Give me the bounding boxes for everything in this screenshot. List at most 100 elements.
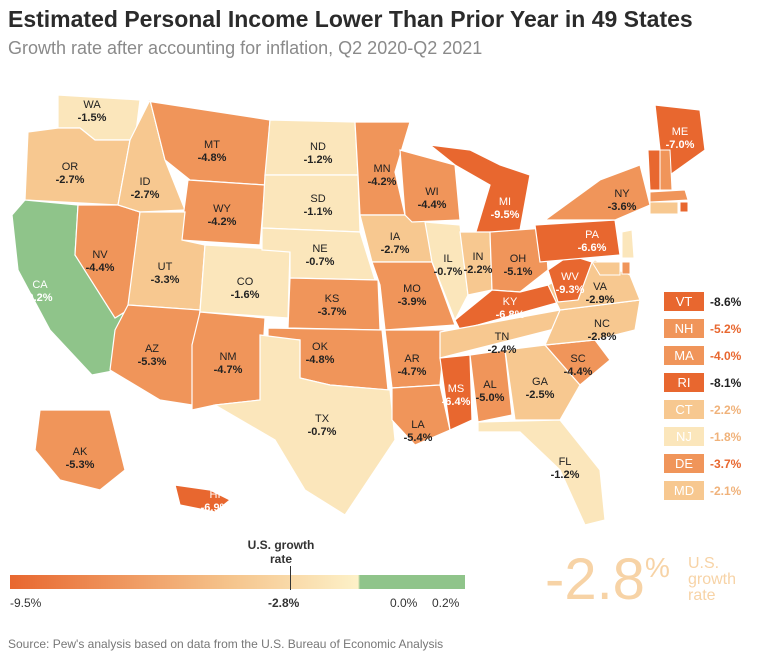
state-value-ne: -0.7% [306, 256, 335, 268]
state-label-nd: ND [310, 141, 326, 153]
legend-row-nh: NH -5.2% [664, 319, 741, 338]
state-label-mi: MI [499, 196, 511, 208]
state-de [621, 261, 631, 275]
legend-box-ct: CT [664, 400, 704, 419]
us-growth-rate-label-line1: U.S. [688, 555, 720, 572]
state-label-nc: NC [594, 318, 610, 330]
state-ak [34, 409, 126, 491]
legend-row-ct: CT -2.2% [664, 400, 741, 419]
state-label-ut: UT [158, 261, 173, 273]
source-note: Source: Pew's analysis based on data fro… [8, 637, 444, 651]
state-value-wi: -4.4% [418, 199, 447, 211]
us-growth-rate-label-line3: rate [688, 587, 716, 604]
state-wi [399, 149, 461, 223]
state-label-fl: FL [559, 456, 572, 468]
state-value-nv: -4.4% [86, 262, 115, 274]
state-value-ia: -2.7% [381, 244, 410, 256]
state-value-nc: -2.8% [588, 331, 617, 343]
state-value-ky: -6.8% [496, 309, 525, 321]
state-value-co: -1.6% [231, 289, 260, 301]
state-label-ca: CA [32, 279, 48, 291]
scale-marker-title-line1: U.S. growth [247, 538, 315, 552]
state-value-sc: -4.4% [564, 366, 593, 378]
us-growth-rate-label: U.S. growth rate [688, 556, 736, 604]
state-nh [659, 149, 673, 191]
scale-label-min: -9.5% [10, 596, 42, 610]
state-label-me: ME [672, 126, 689, 138]
state-value-in: -2.2% [464, 264, 493, 276]
state-hi [174, 484, 232, 513]
state-shapes [11, 94, 706, 526]
state-value-va: -2.9% [586, 294, 615, 306]
state-value-nm: -4.7% [214, 364, 243, 376]
state-mo [371, 261, 456, 331]
scale-marker-title-line2: rate [269, 552, 292, 566]
legend-row-nj: NJ -1.8% [664, 427, 741, 446]
legend-box-ri: RI [664, 373, 704, 392]
state-label-az: AZ [145, 343, 159, 355]
state-label-ne: NE [312, 243, 327, 255]
state-vt [647, 149, 661, 191]
legend-row-de: DE -3.7% [664, 454, 741, 473]
state-label-ky: KY [503, 296, 518, 308]
state-label-ga: GA [532, 376, 549, 388]
state-value-mi: -9.5% [491, 209, 520, 221]
state-ct [649, 201, 679, 215]
scale-gradient [10, 575, 410, 589]
state-value-ms: -6.4% [442, 396, 471, 408]
scale-label-zero: 0.0% [390, 596, 418, 610]
state-az [109, 304, 201, 406]
state-label-tn: TN [495, 331, 510, 343]
state-value-nd: -1.2% [304, 154, 333, 166]
chart-subtitle: Growth rate after accounting for inflati… [8, 38, 483, 58]
us-growth-rate-unit: % [644, 552, 670, 583]
scale-positive-segment [410, 575, 465, 589]
state-label-nm: NM [219, 351, 236, 363]
state-value-ga: -2.5% [526, 389, 555, 401]
state-value-mo: -3.9% [398, 296, 427, 308]
state-pa [534, 219, 621, 263]
state-label-sd: SD [310, 193, 325, 205]
state-value-hi: -6.9% [201, 502, 230, 514]
state-label-hi: HI [210, 489, 221, 501]
state-value-al: -5.0% [476, 392, 505, 404]
state-value-id: -2.7% [131, 189, 160, 201]
state-label-sc: SC [570, 353, 585, 365]
legend-value-ct: -2.2% [710, 402, 742, 417]
state-label-mo: MO [403, 283, 421, 295]
state-label-wa: WA [83, 99, 101, 111]
state-label-wy: WY [213, 203, 231, 215]
state-label-wi: WI [425, 186, 438, 198]
state-label-ia: IA [390, 231, 401, 243]
legend-value-nh: -5.2% [710, 321, 742, 336]
state-value-mn: -4.2% [368, 176, 397, 188]
state-label-mt: MT [204, 139, 220, 151]
state-or [24, 127, 131, 206]
state-label-ks: KS [325, 293, 340, 305]
state-label-mn: MN [373, 163, 390, 175]
state-value-mt: -4.8% [198, 152, 227, 164]
legend-value-ma: -4.0% [710, 348, 742, 363]
state-fl [477, 419, 606, 526]
legend-box-ma: MA [664, 346, 704, 365]
state-value-wv: -9.3% [556, 284, 585, 296]
legend-box-md: MD [664, 481, 704, 500]
state-value-az: -5.3% [138, 356, 167, 368]
state-label-ar: AR [404, 353, 419, 365]
state-value-wa: -1.5% [78, 112, 107, 124]
state-label-va: VA [593, 281, 608, 293]
state-label-ny: NY [614, 188, 630, 200]
state-value-ut: -3.3% [151, 274, 180, 286]
legend-box-de: DE [664, 454, 704, 473]
state-label-pa: PA [585, 229, 600, 241]
state-label-ms: MS [448, 383, 465, 395]
state-ms [439, 354, 473, 431]
scale-label-us: -2.8% [268, 596, 300, 610]
legend-value-nj: -1.8% [710, 429, 742, 444]
legend-value-ri: -8.1% [710, 375, 742, 390]
color-scale-bar [10, 575, 465, 589]
legend-row-ma: MA -4.0% [664, 346, 741, 365]
scale-us-marker [290, 566, 291, 590]
state-value-pa: -6.6% [578, 242, 607, 254]
